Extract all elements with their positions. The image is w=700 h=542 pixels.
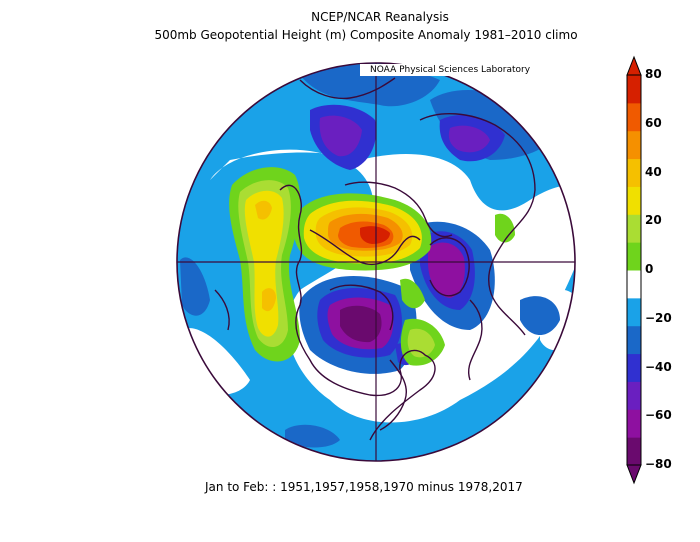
colorbar-segment — [627, 297, 641, 327]
colorbar-segment — [627, 102, 641, 132]
colorbar-tick-label: −60 — [645, 408, 672, 423]
negative-60-north — [319, 115, 362, 157]
negative-20-east — [520, 296, 560, 335]
coastline-central-america — [379, 359, 407, 431]
colorbar-segment — [627, 270, 641, 299]
coastlines — [214, 77, 536, 441]
colorbar-tick-label: 60 — [645, 115, 662, 130]
coastline-canadian-arctic — [309, 229, 421, 266]
colorbar-segment — [627, 130, 641, 160]
positive-20-siberia — [495, 213, 515, 243]
colorbar-segment — [627, 437, 641, 466]
colorbar-segment — [627, 325, 641, 355]
negative-80-america — [340, 305, 382, 343]
chart-subtitle: 500mb Geopotential Height (m) Composite … — [154, 28, 578, 42]
colorbar-segment — [627, 214, 641, 243]
coastline-scandinavia — [429, 237, 470, 297]
coastline-pacific-islands — [214, 289, 230, 331]
positive-50-pacific-south — [262, 288, 276, 312]
colorbar-segment — [627, 75, 641, 104]
footer-caption: Jan to Feb: : 1951,1957,1958,1970 minus … — [205, 480, 523, 494]
credit-label: NOAA Physical Sciences Laboratory — [360, 64, 541, 76]
colorbar-segment — [627, 158, 641, 187]
colorbar-top-arrow — [626, 55, 642, 76]
colorbar-tick-label: −80 — [645, 457, 672, 471]
coastline-hudson-bay — [329, 284, 394, 331]
colorbar-frame — [626, 74, 642, 466]
colorbar-bottom-arrow — [626, 464, 642, 485]
colorbar-segment — [627, 353, 641, 382]
colorbar-segment — [627, 381, 641, 410]
positive-80-arctic — [360, 226, 390, 244]
coastline-europe-south — [468, 299, 483, 381]
negative-20-south — [285, 424, 340, 448]
colorbar-tick-label: 0 — [645, 262, 654, 276]
colorbar-tick-label: −40 — [645, 359, 672, 374]
colorbar-segments — [627, 75, 641, 466]
graticule — [177, 63, 575, 461]
positive-20-greenland — [400, 278, 425, 309]
coastline-asia — [419, 112, 536, 336]
negative-80-europe — [428, 242, 465, 298]
positive-50-pacific-north — [255, 200, 272, 220]
coastline-north-america-west — [279, 184, 436, 441]
negative-60-ne — [448, 125, 490, 153]
colorbar-tick-label: −20 — [645, 310, 672, 325]
negative-20-west — [180, 257, 210, 316]
colorbar-segment — [627, 186, 641, 215]
coastline-arctic-russia — [344, 181, 453, 238]
colorbar-segment — [627, 242, 641, 271]
chart-title: NCEP/NCAR Reanalysis — [311, 10, 449, 24]
coastline-antarctic-edge — [299, 77, 396, 100]
colorbar-tick-label: 80 — [645, 67, 662, 81]
colorbar-segment — [627, 409, 641, 438]
colorbar-tick-label: 20 — [645, 213, 662, 228]
colorbar-tick-label: 40 — [645, 164, 662, 179]
map-boundary-circle — [176, 62, 576, 462]
